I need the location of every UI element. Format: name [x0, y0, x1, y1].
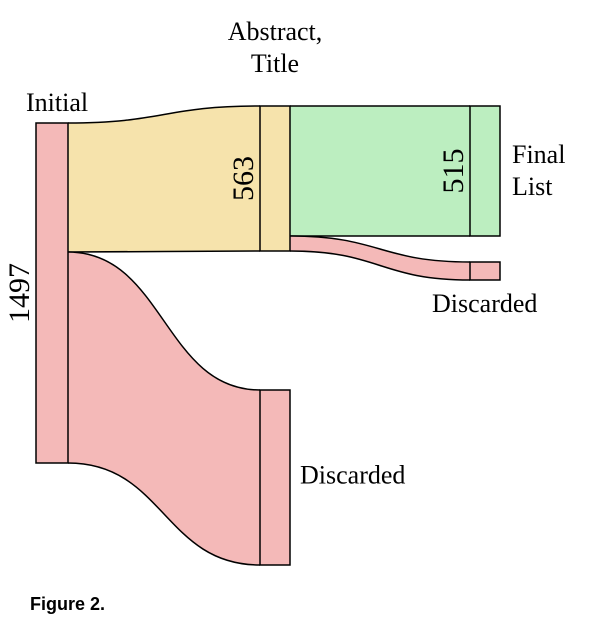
label-final-line1: Final [512, 140, 565, 169]
value-abstract: 563 [227, 156, 260, 201]
node-abstract [260, 106, 290, 251]
label-discarded-1: Discarded [300, 460, 405, 489]
label-final-line2: List [512, 172, 553, 201]
label-abstract-line2: Title [251, 49, 299, 78]
node-discard2 [470, 262, 500, 280]
value-initial: 1497 [3, 263, 36, 323]
label-discarded-2: Discarded [432, 289, 537, 318]
label-initial: Initial [26, 88, 88, 117]
node-final [470, 106, 500, 236]
node-discard1 [260, 390, 290, 565]
flow-initial-to-discard1 [68, 252, 260, 565]
flow-edge-bot-initial-abstract [68, 251, 260, 252]
label-abstract-line1: Abstract, [228, 17, 323, 46]
caption-prefix: Figure 2. [30, 594, 105, 614]
figure-caption: Figure 2. [30, 594, 105, 614]
flow-abstract-to-discard2 [290, 236, 470, 280]
value-final: 515 [437, 149, 470, 194]
node-initial [36, 123, 68, 463]
